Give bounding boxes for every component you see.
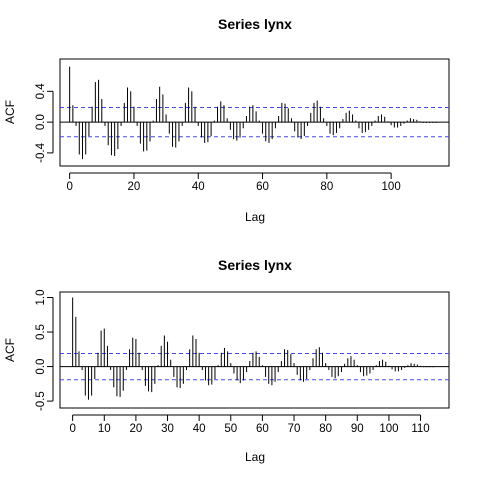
x-tick-label: 10	[98, 423, 111, 435]
y-tick-label: 0.5	[35, 324, 47, 340]
y-axis: -0.4 0.0 0.4	[35, 83, 54, 163]
x-axis: 0 20 40 60 80 100	[66, 172, 401, 193]
x-axis-label: Lag	[245, 210, 265, 224]
x-tick-label: 40	[193, 423, 206, 435]
acf-panel-bottom: Series lynx 0 10 20 30 40 50 60 70 80 90 100 110 -0…	[3, 257, 450, 464]
chart-title: Series lynx	[218, 16, 292, 32]
x-tick-label: 40	[192, 181, 205, 193]
x-tick-label: 20	[128, 181, 141, 193]
acf-panel-top: Series lynx 0 20 40 60 80 100 -0.40.00.4 Lag …	[3, 16, 450, 224]
x-tick-label: 30	[161, 423, 174, 435]
x-tick-label: 50	[224, 423, 237, 435]
y-tick-label: 1.0	[35, 290, 47, 306]
x-tick-label: 100	[379, 423, 398, 435]
x-tick-label: 0	[69, 423, 75, 435]
x-tick-label: 80	[320, 181, 333, 193]
x-tick-label: 110	[411, 423, 429, 435]
x-tick-label: 90	[351, 423, 364, 435]
y-tick-label: 0.0	[35, 114, 47, 130]
x-axis-label: Lag	[245, 450, 265, 464]
y-tick-label: 0.4	[35, 83, 47, 100]
chart-title: Series lynx	[218, 257, 292, 273]
plot-frame	[59, 58, 450, 167]
x-axis: 0 10 20 30 40 50 60 70 80 90 100 110	[69, 414, 430, 435]
acf-bars	[60, 297, 449, 400]
y-tick-label: 0.0	[35, 359, 47, 375]
x-tick-label: 60	[256, 181, 269, 193]
x-tick-label: 100	[382, 181, 401, 193]
x-tick-label: 60	[256, 423, 269, 435]
x-tick-label: 80	[319, 423, 332, 435]
plot-frame	[59, 291, 450, 409]
x-tick-label: 70	[288, 423, 301, 435]
x-tick-label: 0	[66, 181, 72, 193]
y-axis: -0.5 0.0 0.5 1.0	[35, 290, 54, 411]
acf-bars	[60, 66, 449, 160]
x-tick-label: 20	[130, 423, 143, 435]
y-tick-label: -0.5	[35, 391, 47, 411]
y-axis-label: ACF	[3, 100, 17, 124]
y-tick-label: -0.4	[35, 142, 47, 162]
y-axis-label: ACF	[3, 338, 17, 362]
